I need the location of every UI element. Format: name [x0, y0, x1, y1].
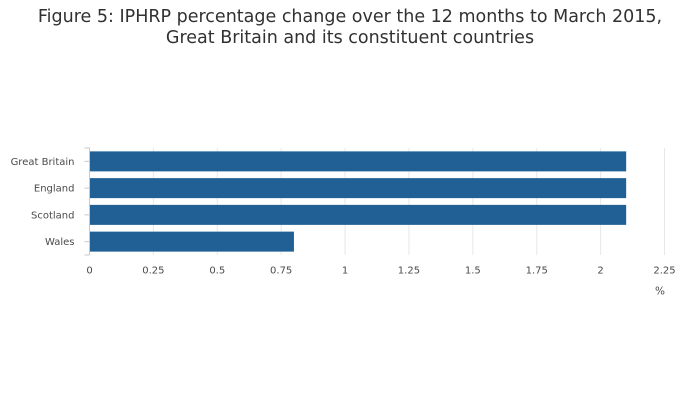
x-tick-label-3: 0.75 — [270, 266, 292, 277]
x-tick-label-6: 1.5 — [465, 266, 481, 277]
chart-title-line-2: Great Britain and its constituent countr… — [165, 28, 535, 48]
bar-scotland — [90, 204, 627, 225]
y-tick-label-wales: Wales — [45, 237, 75, 248]
bar-great-britain — [90, 151, 627, 172]
x-tick-label-8: 2 — [597, 266, 603, 277]
bar-england — [90, 178, 627, 199]
bar-wales — [90, 231, 294, 252]
y-tick-label-scotland: Scotland — [31, 210, 74, 221]
x-tick-label-1: 0.25 — [142, 266, 164, 277]
x-tick-label-0: 0 — [86, 266, 92, 277]
x-tick-label-9: 2.25 — [653, 266, 675, 277]
x-tick-label-7: 1.75 — [526, 266, 548, 277]
x-axis-label: % — [655, 286, 665, 298]
chart-title: Figure 5: IPHRP percentage change over t… — [0, 7, 700, 49]
y-tick-label-great-britain: Great Britain — [11, 157, 75, 168]
x-tick-label-2: 0.5 — [209, 266, 225, 277]
x-tick-label-4: 1 — [342, 266, 348, 277]
y-tick-label-england: England — [34, 184, 75, 195]
chart-title-line-1: Figure 5: IPHRP percentage change over t… — [37, 7, 663, 27]
x-tick-label-5: 1.25 — [398, 266, 420, 277]
